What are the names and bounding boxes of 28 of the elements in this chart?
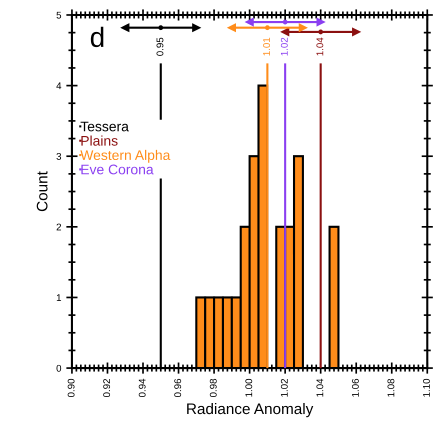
legend-label: Plains [81,136,118,146]
x-tick-label: 1.00 [245,378,252,397]
ref-line-label: 1.02 [280,38,288,56]
y-tick-label: 3 [56,152,62,160]
x-tick-label: 0.90 [68,378,75,398]
ref-line-label: 0.95 [156,38,164,56]
y-tick-label: 0 [56,364,62,372]
x-tick-label: 0.94 [138,378,146,398]
ref-line-label: 1.01 [263,38,270,56]
x-tick-label: 0.96 [174,378,182,398]
annotation: d [90,26,104,48]
y-tick-label: 4 [56,82,62,90]
legend-label: Tessera [80,122,129,132]
x-tick-label: 1.10 [423,378,430,397]
x-tick-label: 1.06 [352,378,359,397]
y-tick-label: 1 [56,294,62,301]
ref-line-label: 1.04 [316,38,324,56]
y-axis-title: Count [36,171,48,212]
y-tick-label: 5 [56,12,62,19]
legend-label: Eve Corona [81,164,154,174]
x-tick-label: 0.92 [103,378,110,398]
y-tick-label: 2 [56,224,62,230]
x-tick-label: 1.02 [280,378,288,397]
legend-label: Western Alpha [80,150,170,163]
x-axis-title: Radiance Anomaly [187,402,314,418]
x-tick-label: 0.98 [210,378,217,398]
x-tick-label: 1.08 [387,378,394,397]
x-tick-label: 1.04 [316,378,324,397]
